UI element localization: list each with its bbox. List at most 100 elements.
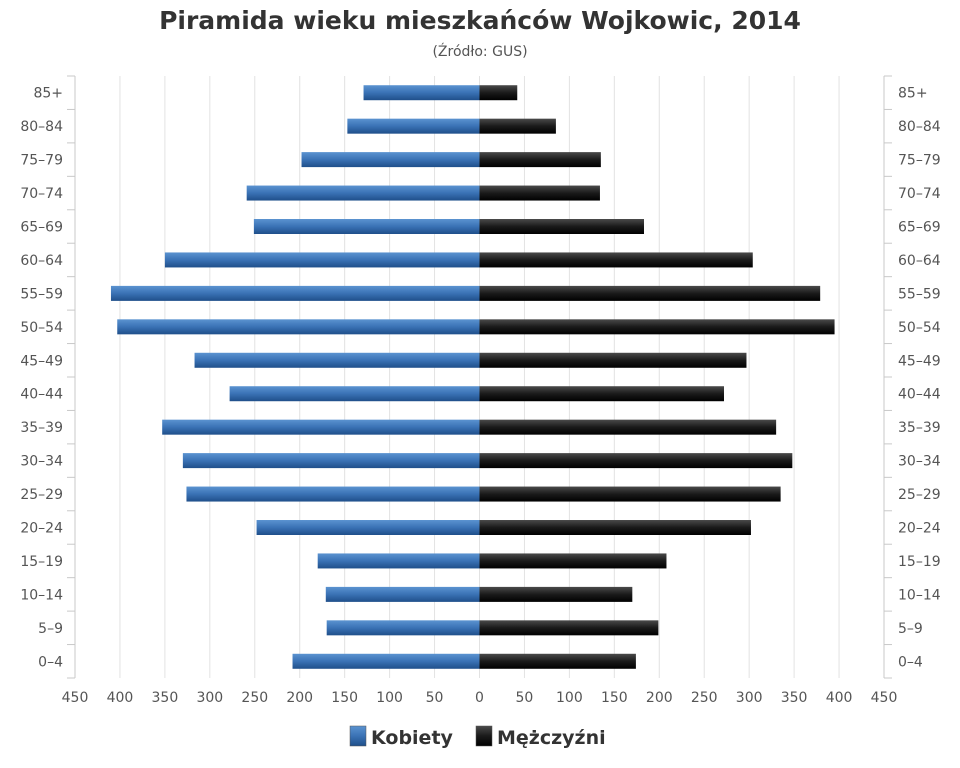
bar-kobiety — [182, 453, 480, 469]
bar-kobiety — [326, 620, 480, 636]
bar-mezczyzni — [479, 185, 600, 201]
y-category-label-left: 70–74 — [20, 186, 63, 202]
bar-kobiety — [292, 653, 480, 669]
legend-swatch — [475, 725, 493, 747]
x-tick-label: 400 — [826, 690, 853, 706]
legend: Kobiety Mężczyźni — [349, 725, 606, 749]
y-category-label-right: 30–34 — [898, 454, 941, 470]
y-category-label-right: 75–79 — [898, 153, 941, 169]
bar-kobiety — [317, 553, 480, 569]
y-category-label-right: 45–49 — [898, 353, 941, 369]
bar-kobiety — [162, 419, 480, 435]
y-category-label-left: 30–34 — [20, 454, 63, 470]
bar-mezczyzni — [479, 553, 667, 569]
y-category-label-right: 50–54 — [898, 320, 941, 336]
x-tick-label: 300 — [736, 690, 763, 706]
bar-mezczyzni — [479, 319, 835, 335]
y-category-label-left: 25–29 — [20, 487, 63, 503]
bar-kobiety — [256, 520, 480, 535]
x-tick-label: 300 — [196, 690, 223, 706]
y-category-label-left: 80–84 — [20, 119, 63, 135]
bar-kobiety — [301, 152, 480, 168]
legend-swatch — [349, 725, 367, 747]
x-tick-label: 50 — [516, 690, 534, 706]
bar-mezczyzni — [479, 352, 747, 368]
x-tick-label: 400 — [107, 690, 134, 706]
bars — [110, 85, 835, 669]
y-category-label-right: 25–29 — [898, 487, 941, 503]
y-category-label-right: 80–84 — [898, 119, 941, 135]
legend-label: Mężczyźni — [497, 727, 606, 749]
x-tick-label: 100 — [376, 690, 403, 706]
bar-kobiety — [110, 285, 480, 301]
y-category-label-left: 65–69 — [20, 220, 63, 236]
y-category-label-right: 65–69 — [898, 220, 941, 236]
y-category-label-right: 20–24 — [898, 521, 941, 537]
bar-kobiety — [347, 118, 480, 134]
bar-mezczyzni — [479, 620, 659, 636]
y-category-label-right: 35–39 — [898, 420, 941, 436]
x-tick-label: 200 — [646, 690, 673, 706]
y-category-label-left: 60–64 — [20, 253, 63, 269]
y-category-label-left: 50–54 — [20, 320, 63, 336]
bar-mezczyzni — [479, 118, 556, 134]
y-category-label-right: 40–44 — [898, 387, 941, 403]
y-category-label-left: 85+ — [33, 86, 63, 102]
y-category-label-right: 10–14 — [898, 587, 941, 603]
y-category-label-left: 35–39 — [20, 420, 63, 436]
bar-kobiety — [253, 219, 480, 234]
y-category-label-right: 55–59 — [898, 286, 941, 302]
bar-kobiety — [186, 486, 480, 502]
y-category-label-left: 40–44 — [20, 387, 63, 403]
bar-kobiety — [117, 319, 480, 335]
bar-mezczyzni — [479, 219, 644, 234]
y-category-label-left: 55–59 — [20, 286, 63, 302]
bar-mezczyzni — [479, 85, 518, 101]
bar-mezczyzni — [479, 653, 636, 669]
bar-mezczyzni — [479, 520, 751, 535]
x-tick-label: 0 — [475, 690, 484, 706]
chart-title: Piramida wieku mieszkańców Wojkowic, 201… — [159, 6, 801, 35]
x-tick-label: 450 — [62, 690, 89, 706]
bar-mezczyzni — [479, 453, 793, 469]
y-category-label-left: 75–79 — [20, 153, 63, 169]
y-category-label-left: 20–24 — [20, 521, 63, 537]
axes — [67, 75, 892, 679]
bar-kobiety — [194, 352, 480, 368]
x-tick-label: 250 — [691, 690, 718, 706]
bar-mezczyzni — [479, 486, 781, 502]
bar-mezczyzni — [479, 419, 777, 435]
x-tick-label: 100 — [556, 690, 583, 706]
y-category-label-left: 5–9 — [38, 621, 63, 637]
y-category-label-left: 0–4 — [38, 654, 63, 670]
y-category-label-right: 15–19 — [898, 554, 941, 570]
y-category-label-right: 0–4 — [898, 654, 923, 670]
y-category-label-left: 45–49 — [20, 353, 63, 369]
legend-label: Kobiety — [371, 727, 454, 749]
y-category-label-right: 60–64 — [898, 253, 941, 269]
x-tick-label: 150 — [331, 690, 358, 706]
x-tick-label: 450 — [871, 690, 898, 706]
x-tick-label: 150 — [601, 690, 628, 706]
y-category-label-left: 10–14 — [20, 587, 63, 603]
y-category-label-right: 70–74 — [898, 186, 941, 202]
bar-kobiety — [325, 586, 480, 602]
bar-mezczyzni — [479, 386, 724, 402]
tick-labels: 450 400 350 300 250 200 150 100 50 0 50 100 150 200 25… — [20, 86, 940, 706]
chart-subtitle: (Źródło: GUS) — [432, 44, 528, 60]
y-category-label-right: 5–9 — [898, 621, 923, 637]
bar-kobiety — [164, 252, 480, 268]
x-tick-label: 200 — [286, 690, 313, 706]
bar-mezczyzni — [479, 152, 601, 168]
y-category-label-right: 85+ — [898, 86, 928, 102]
y-category-label-left: 15–19 — [20, 554, 63, 570]
bar-kobiety — [363, 85, 480, 101]
bar-kobiety — [246, 185, 480, 201]
bar-mezczyzni — [479, 285, 821, 301]
x-tick-label: 250 — [241, 690, 268, 706]
bar-kobiety — [229, 386, 480, 402]
x-tick-label: 350 — [152, 690, 179, 706]
x-tick-label: 350 — [781, 690, 808, 706]
x-tick-label: 50 — [426, 690, 444, 706]
